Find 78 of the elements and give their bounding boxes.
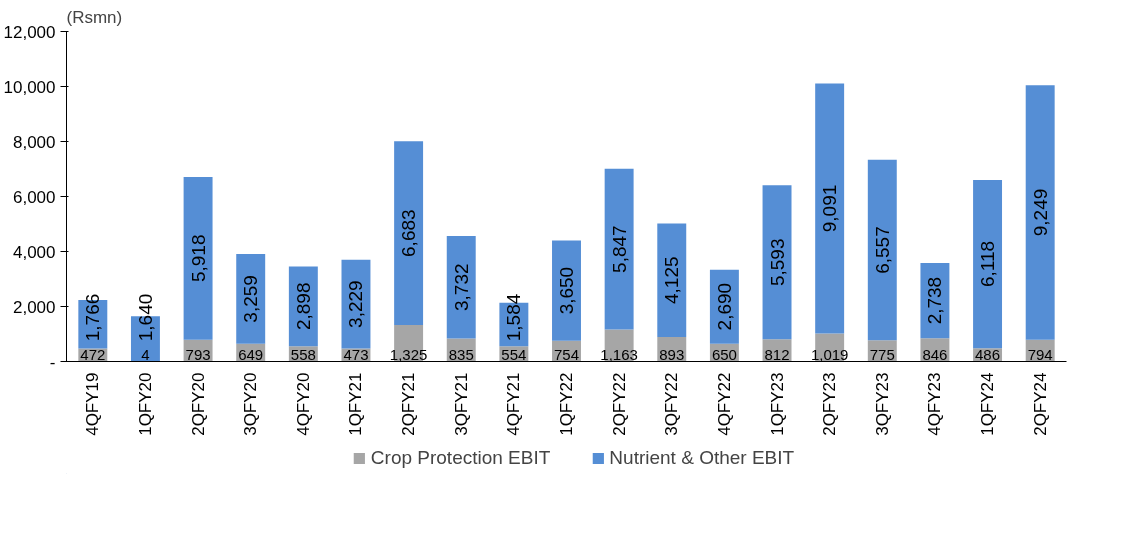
data-label: 5,847 [608, 225, 630, 273]
x-tick-label: 4QFY22 [714, 372, 734, 436]
bar [973, 179, 1003, 349]
data-label: 835 [448, 345, 474, 363]
data-label: 9,091 [819, 184, 841, 233]
data-label: 3,229 [345, 280, 367, 328]
data-label: 2,690 [713, 282, 735, 331]
data-label: 1,163 [600, 345, 638, 363]
data-label: 2,738 [924, 276, 946, 325]
bar [815, 83, 845, 334]
x-tick-label: 4QFY20 [293, 372, 313, 436]
bar [183, 176, 213, 340]
data-label: 3,732 [450, 263, 472, 311]
y-tick-label: 2,000 [12, 297, 56, 317]
data-label: 649 [238, 345, 264, 363]
x-tick-label: 1QFY23 [767, 372, 787, 436]
bar [657, 223, 687, 337]
x-tick-label: 3QFY20 [241, 372, 261, 436]
x-tick-label: 4QFY21 [504, 372, 524, 436]
data-label: 650 [711, 345, 737, 363]
bar [1025, 85, 1055, 340]
bar [446, 235, 476, 339]
bar [867, 159, 897, 341]
data-label: 558 [290, 345, 316, 363]
data-label: 1,766 [82, 293, 104, 342]
data-label: 793 [185, 345, 211, 363]
x-tick-label: 1QFY22 [557, 372, 576, 436]
data-label: 554 [501, 345, 527, 363]
x-tick-label: 2QFY23 [820, 372, 840, 436]
data-label: 775 [869, 345, 895, 363]
data-label: 9,249 [1029, 188, 1051, 237]
data-label: 3,259 [240, 275, 262, 323]
data-label: 3,650 [556, 266, 577, 315]
data-label: 893 [659, 345, 685, 363]
x-tick-label: 1QFY24 [978, 372, 998, 436]
data-label: 5,918 [187, 234, 209, 283]
bar [552, 240, 581, 341]
bar [394, 141, 424, 326]
data-label: 6,683 [398, 209, 420, 257]
data-label: 4,125 [661, 256, 683, 304]
data-label: 4 [141, 345, 150, 363]
y-axis-title: (Rsmn) [66, 7, 123, 27]
data-label: 486 [975, 345, 1001, 363]
data-label: 1,584 [503, 293, 525, 342]
y-tick-label: - [49, 352, 56, 372]
data-label: 2,898 [292, 282, 314, 331]
x-tick-label: 4QFY23 [925, 372, 945, 436]
data-label: 473 [343, 345, 369, 363]
y-tick-label: 12,000 [3, 22, 56, 42]
x-tick-label: 3QFY21 [451, 372, 471, 436]
data-label: 1,019 [810, 345, 849, 363]
x-tick-label: 3QFY23 [872, 372, 892, 436]
data-label: 472 [80, 345, 106, 363]
x-tick-label: 2QFY22 [609, 372, 629, 436]
x-tick-label: 2QFY20 [188, 372, 208, 436]
data-label: 1,640 [134, 293, 156, 342]
x-tick-label: 2QFY24 [1030, 372, 1050, 436]
x-tick-label: 1QFY21 [346, 372, 366, 436]
data-label: 6,557 [871, 226, 893, 274]
data-label: 1,325 [389, 345, 428, 363]
bar [604, 168, 634, 330]
data-label: 5,593 [766, 238, 788, 287]
x-tick-label: 2QFY21 [399, 372, 419, 436]
x-tick-label: 1QFY20 [135, 372, 155, 436]
data-label: 846 [922, 345, 948, 363]
y-tick-label: 4,000 [12, 242, 56, 262]
data-label: 754 [553, 345, 580, 363]
x-tick-label: 3QFY22 [662, 372, 682, 436]
x-tick-label: 4QFY19 [83, 372, 103, 436]
y-tick-label: 8,000 [12, 132, 56, 152]
data-label: 794 [1027, 345, 1053, 363]
bar [762, 185, 792, 340]
data-label: 812 [764, 345, 790, 363]
data-label: 6,118 [977, 240, 999, 288]
legend-label: Crop Protection EBIT [370, 447, 551, 469]
y-tick-label: 10,000 [3, 77, 56, 97]
legend-label: Nutrient & Other EBIT [609, 447, 795, 469]
y-tick-label: 6,000 [12, 187, 56, 207]
